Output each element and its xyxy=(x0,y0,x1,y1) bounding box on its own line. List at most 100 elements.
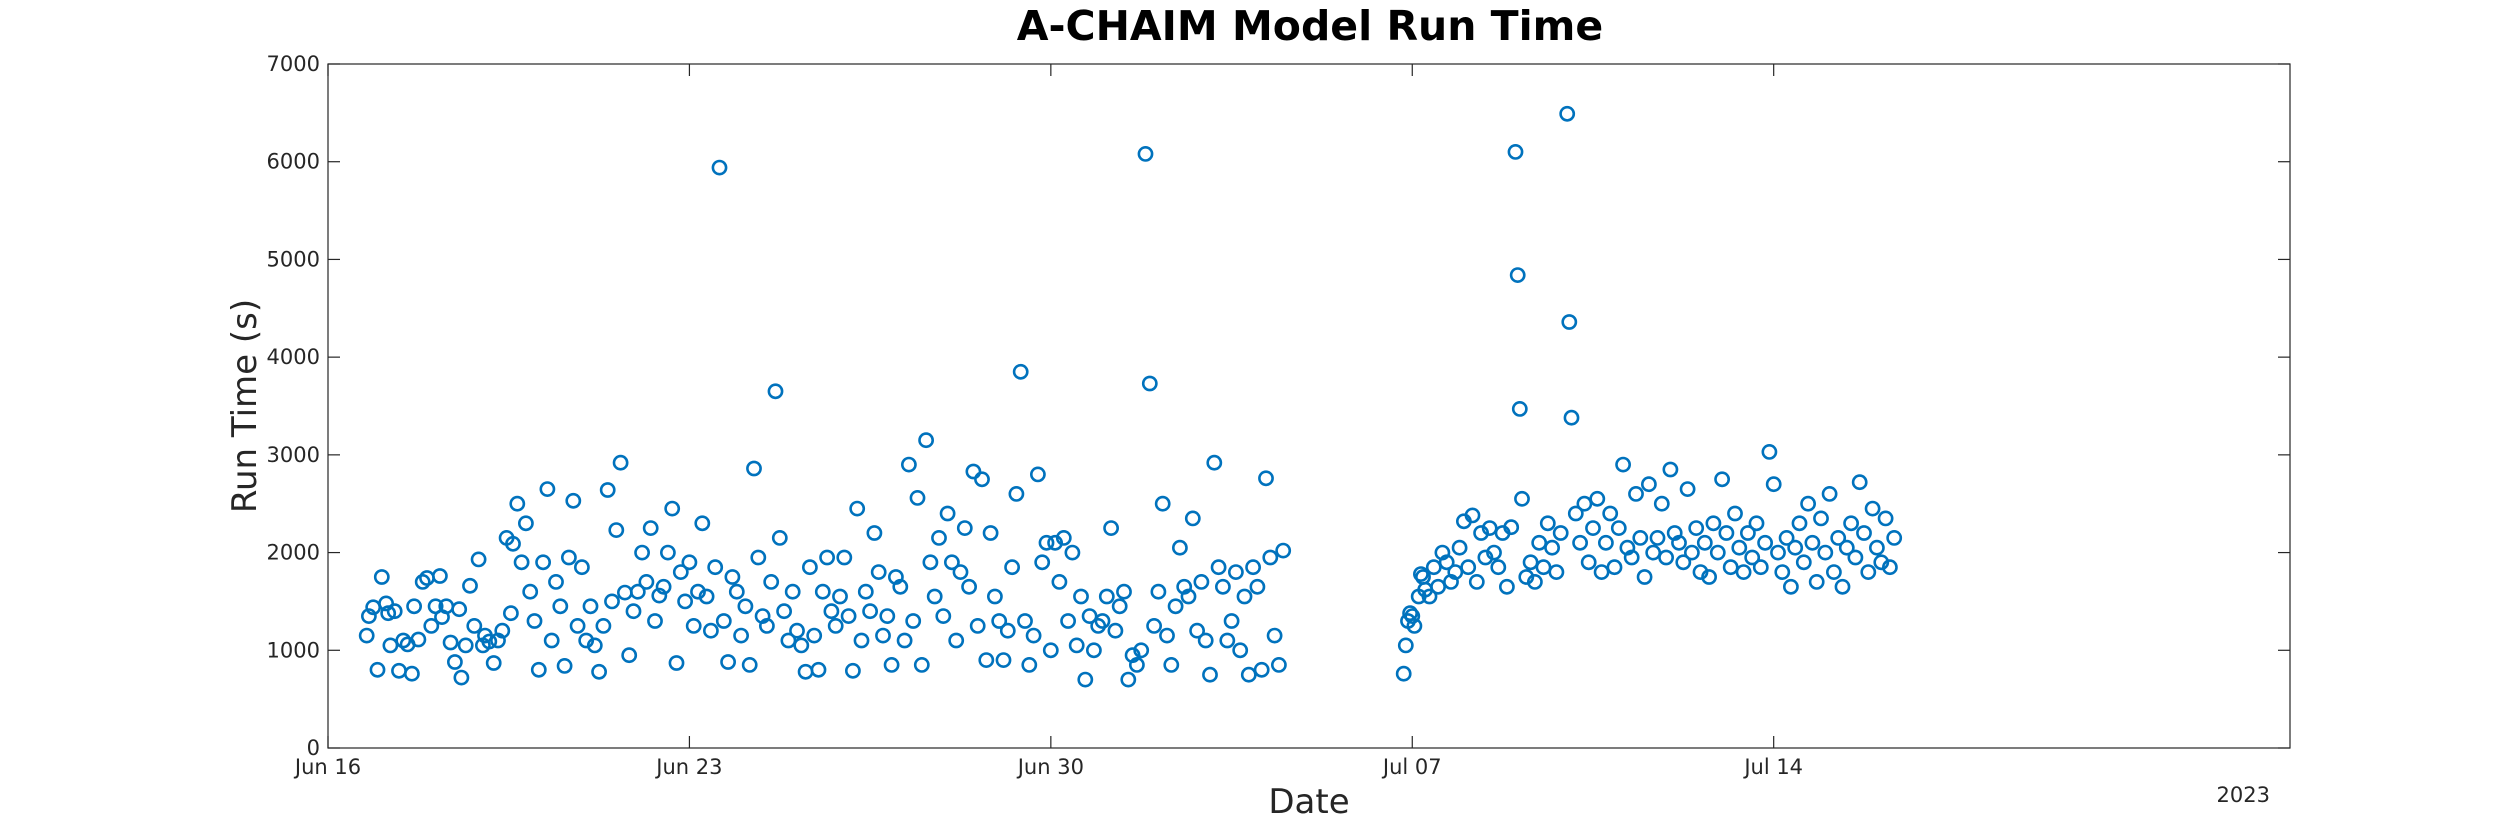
data-point xyxy=(1184,510,1201,527)
data-point xyxy=(1473,525,1489,541)
data-point xyxy=(414,574,431,590)
data-point xyxy=(1447,564,1464,580)
data-point xyxy=(1752,559,1769,576)
data-point xyxy=(896,632,913,649)
data-point xyxy=(1544,539,1560,556)
data-point xyxy=(832,588,848,605)
data-point xyxy=(870,564,887,580)
data-point xyxy=(565,492,582,509)
data-point xyxy=(485,655,502,671)
x-axis-label: Date xyxy=(1268,782,1349,822)
data-point xyxy=(1851,474,1868,491)
data-point xyxy=(369,661,386,678)
data-point xyxy=(561,549,577,566)
data-point xyxy=(771,530,788,546)
y-axis-label: Run Time (s) xyxy=(225,299,265,513)
data-point xyxy=(1406,618,1423,634)
y-tick-label: 4000 xyxy=(267,345,320,369)
data-point xyxy=(505,535,521,552)
data-point xyxy=(1795,554,1812,571)
data-point xyxy=(956,520,973,536)
data-point xyxy=(1740,525,1756,541)
data-point xyxy=(935,608,952,624)
data-point xyxy=(1709,544,1726,561)
data-point xyxy=(382,637,399,654)
data-point xyxy=(1641,476,1657,493)
data-point xyxy=(681,554,698,571)
data-point xyxy=(883,657,900,673)
data-point xyxy=(1511,400,1528,417)
data-point xyxy=(1451,539,1468,556)
data-point xyxy=(604,593,620,610)
data-point xyxy=(1180,588,1197,605)
data-point xyxy=(1567,505,1584,522)
data-point xyxy=(1034,554,1051,571)
data-point xyxy=(1561,314,1578,330)
data-point xyxy=(1808,574,1825,590)
data-point xyxy=(586,637,603,654)
data-point xyxy=(446,654,463,670)
data-point xyxy=(1636,569,1653,585)
data-point xyxy=(1215,578,1231,595)
data-point xyxy=(1167,598,1184,615)
data-point xyxy=(728,583,745,600)
data-point xyxy=(827,618,844,634)
data-point xyxy=(502,605,519,622)
data-point xyxy=(1245,559,1261,576)
data-point xyxy=(638,574,655,590)
data-point xyxy=(905,613,922,629)
data-point xyxy=(494,622,511,639)
chart-title: A-CHAIM Model Run Time xyxy=(1017,2,1603,50)
data-point xyxy=(819,549,835,566)
data-point xyxy=(410,631,427,648)
data-point xyxy=(1397,637,1414,654)
data-point xyxy=(1008,485,1025,502)
data-point xyxy=(513,554,530,571)
data-point xyxy=(1030,466,1046,483)
data-point xyxy=(944,554,960,571)
data-point xyxy=(1821,485,1838,502)
data-point xyxy=(901,456,917,473)
data-point xyxy=(969,618,986,634)
y-tick-label: 2000 xyxy=(267,541,320,565)
data-point xyxy=(814,583,831,600)
data-point xyxy=(1098,588,1115,605)
data-point xyxy=(823,603,840,620)
data-point xyxy=(1064,544,1081,561)
data-point xyxy=(664,500,681,517)
data-point xyxy=(724,569,741,585)
data-point xyxy=(1141,375,1158,392)
data-point xyxy=(1886,530,1903,546)
data-point xyxy=(1503,519,1520,536)
data-point xyxy=(1460,559,1477,576)
data-point xyxy=(1042,642,1059,659)
data-point xyxy=(481,633,498,650)
data-point xyxy=(1671,534,1687,551)
data-point xyxy=(1563,409,1580,426)
data-point xyxy=(1658,549,1674,566)
y-tick-label: 6000 xyxy=(267,150,320,174)
data-point xyxy=(1877,510,1894,527)
data-point xyxy=(442,634,459,651)
data-point xyxy=(1834,578,1851,595)
data-point xyxy=(1757,534,1773,551)
data-point xyxy=(543,632,560,649)
data-point xyxy=(1765,476,1782,493)
data-point xyxy=(608,522,625,538)
data-point xyxy=(1864,500,1881,517)
data-point xyxy=(995,652,1012,668)
data-point xyxy=(548,574,564,590)
data-point xyxy=(431,568,448,584)
data-point xyxy=(1662,461,1679,478)
data-point xyxy=(1266,627,1283,644)
data-point xyxy=(1791,515,1808,532)
data-point xyxy=(1692,564,1709,580)
data-point xyxy=(625,603,642,620)
data-point xyxy=(1124,647,1141,664)
data-point xyxy=(569,618,586,634)
data-point xyxy=(1103,520,1119,536)
data-point xyxy=(853,632,870,649)
data-point xyxy=(1159,627,1175,644)
data-point xyxy=(1481,520,1498,536)
